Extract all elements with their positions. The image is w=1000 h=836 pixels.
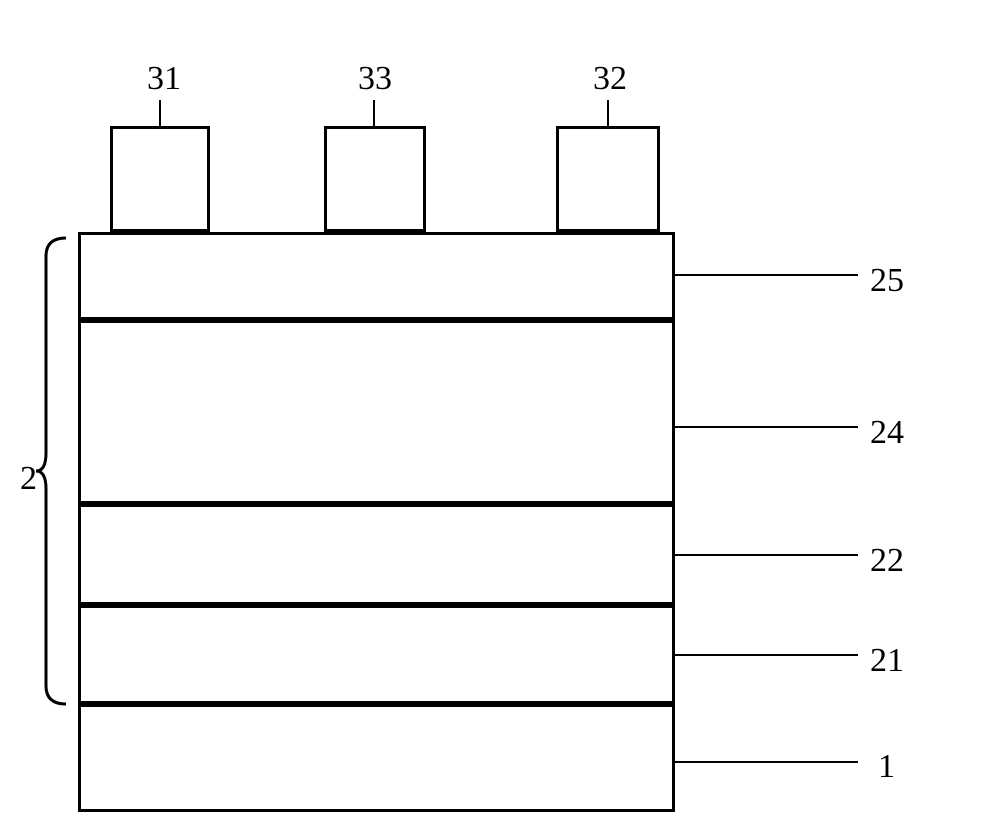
label-25: 25 (870, 262, 904, 300)
layer-24 (78, 320, 675, 504)
layer-22 (78, 504, 675, 605)
label-31: 31 (147, 60, 181, 98)
label-24: 24 (870, 414, 904, 452)
label-21: 21 (870, 642, 904, 680)
electrode-31 (110, 126, 210, 232)
label-22: 22 (870, 542, 904, 580)
label-32: 32 (593, 60, 627, 98)
diagram-stage: 1 2 21 22 24 25 31 32 33 (0, 0, 1000, 836)
layer-25 (78, 232, 675, 320)
brace-2 (36, 238, 66, 704)
label-33: 33 (358, 60, 392, 98)
label-1: 1 (878, 748, 895, 786)
layer-21 (78, 605, 675, 704)
electrode-32 (556, 126, 660, 232)
electrode-33 (324, 126, 426, 232)
label-2: 2 (20, 460, 37, 498)
layer-1 (78, 704, 675, 812)
